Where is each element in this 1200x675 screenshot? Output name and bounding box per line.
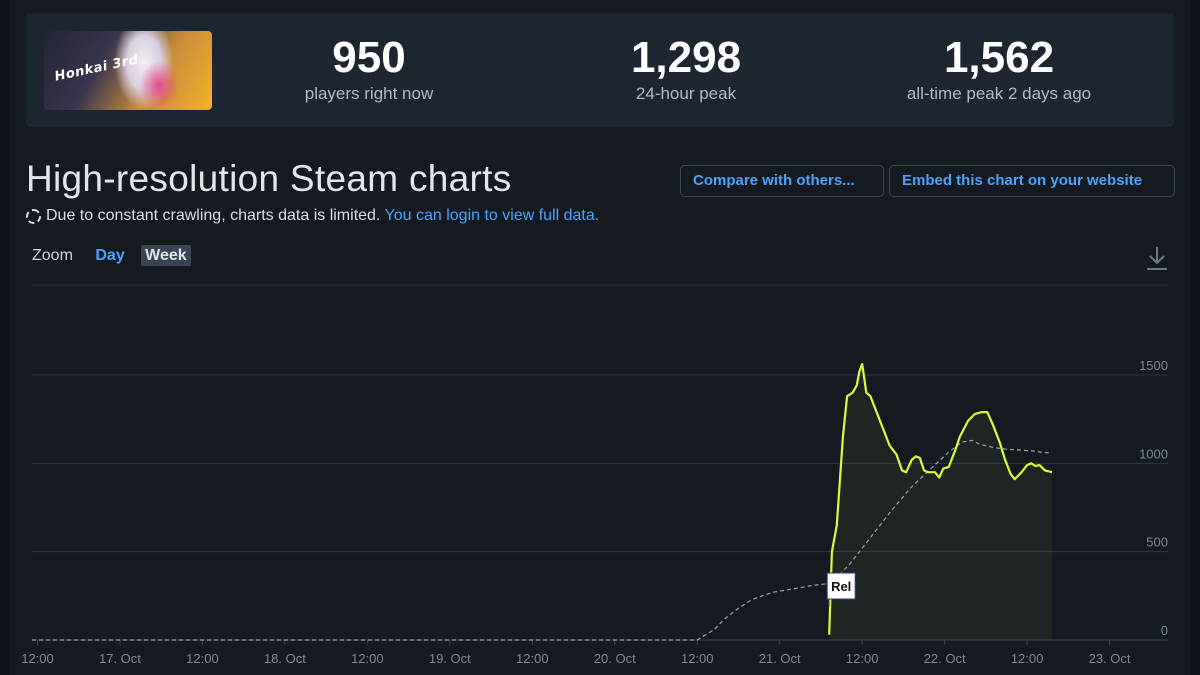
stat-alltime-label: all-time peak 2 days ago — [906, 84, 1092, 103]
x-tick-label: 12:00 — [846, 651, 879, 666]
stat-alltime-peak: 1,562 all-time peak 2 days ago — [856, 33, 1142, 105]
x-axis-labels: 12:00 17. Oct 12:00 18. Oct 12:00 19. Oct 12:0… — [21, 640, 1131, 666]
stats-bar: Honkai 3rd 950 players right now 1,298 2… — [26, 13, 1174, 127]
thumbnail-accent — [139, 61, 179, 110]
players-area — [829, 364, 1052, 640]
x-tick-label: 20. Oct — [594, 651, 636, 666]
y-axis-labels: 0 500 1000 1500 — [1139, 358, 1168, 638]
stat-current-value: 950 — [332, 33, 406, 82]
x-tick-label: 19. Oct — [429, 651, 471, 666]
x-tick-label: 12:00 — [516, 651, 549, 666]
login-link[interactable]: You can login to view full data. — [384, 207, 600, 224]
dashed-circle-icon — [26, 209, 41, 224]
notice-text: Due to constant crawling, charts data is… — [46, 207, 381, 224]
compare-button[interactable]: Compare with others... — [680, 165, 884, 197]
y-tick-label: 500 — [1146, 535, 1168, 550]
embed-chart-button[interactable]: Embed this chart on your website — [889, 165, 1175, 197]
x-tick-label: 12:00 — [21, 651, 54, 666]
y-tick-label: 1500 — [1139, 358, 1168, 373]
x-tick-label: 23. Oct — [1089, 651, 1131, 666]
x-tick-label: 12:00 — [681, 651, 714, 666]
x-tick-label: 12:00 — [351, 651, 384, 666]
page-title: High-resolution Steam charts — [26, 158, 512, 199]
x-tick-label: 18. Oct — [264, 651, 306, 666]
y-tick-label: 0 — [1161, 623, 1168, 638]
stat-24h-label: 24-hour peak — [635, 84, 737, 103]
zoom-day-button[interactable]: Day — [95, 247, 125, 264]
x-tick-label: 21. Oct — [759, 651, 801, 666]
x-tick-label: 12:00 — [1011, 651, 1044, 666]
y-tick-label: 1000 — [1139, 446, 1168, 461]
zoom-week-button[interactable]: Week — [141, 245, 191, 266]
stat-alltime-value: 1,562 — [943, 33, 1055, 82]
players-line — [828, 362, 1053, 635]
release-flag[interactable]: Rel — [826, 572, 856, 607]
x-tick-label: 17. Oct — [99, 651, 141, 666]
stat-current-players: 950 players right now — [254, 33, 484, 105]
average-line — [32, 439, 1052, 641]
stat-24h-value: 1,298 — [630, 33, 742, 82]
game-thumbnail[interactable]: Honkai 3rd — [44, 31, 212, 110]
flag-box — [826, 572, 856, 600]
download-icon[interactable] — [1145, 245, 1169, 271]
x-tick-label: 22. Oct — [924, 651, 966, 666]
zoom-controls: Zoom Day Week — [32, 244, 191, 270]
x-tick-label: 12:00 — [186, 651, 219, 666]
data-limit-notice: Due to constant crawling, charts data is… — [26, 207, 599, 225]
stat-current-label: players right now — [304, 84, 434, 103]
zoom-label: Zoom — [32, 247, 73, 264]
flag-label: Rel — [831, 579, 851, 594]
chart-series — [32, 362, 1053, 641]
stat-24h-peak: 1,298 24-hour peak — [571, 33, 801, 105]
